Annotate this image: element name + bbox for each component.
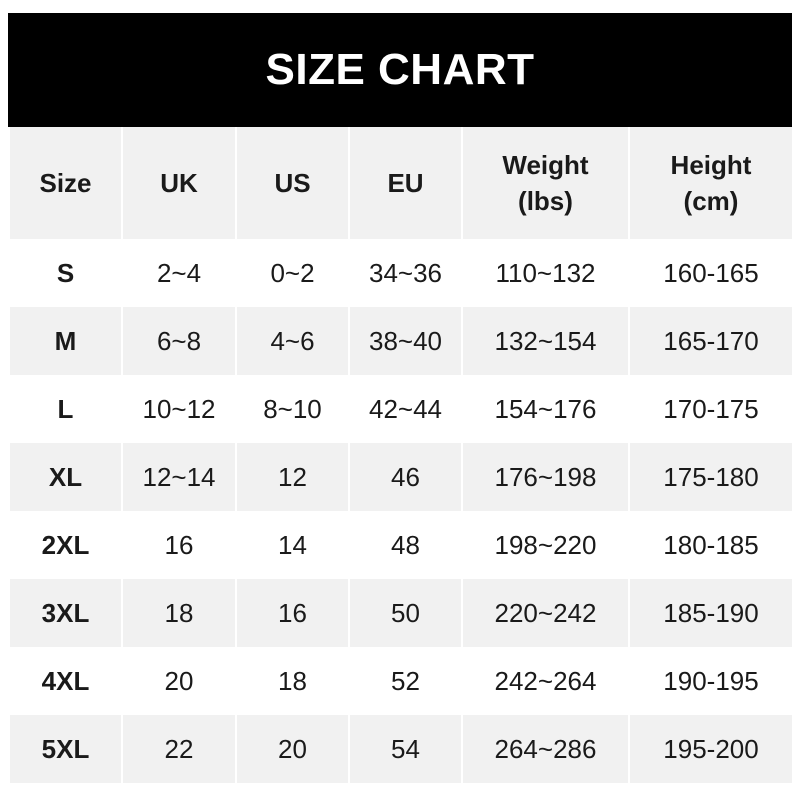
cell-weight: 220~242	[461, 579, 630, 647]
cell-us: 4~6	[235, 307, 350, 375]
table-row: 5XL 22 20 54 264~286 195-200	[8, 715, 794, 783]
cell-uk: 16	[121, 511, 237, 579]
header-height: Height (cm)	[628, 127, 794, 239]
table-row: M 6~8 4~6 38~40 132~154 165-170	[8, 307, 794, 375]
cell-weight: 264~286	[461, 715, 630, 783]
cell-size: L	[8, 375, 123, 443]
size-table: Size UK US EU Weight (lbs) Height (cm) S 2~4 0~2 3…	[8, 127, 794, 783]
header-weight-line: (lbs)	[518, 186, 573, 216]
cell-uk: 6~8	[121, 307, 237, 375]
cell-eu: 46	[348, 443, 463, 511]
cell-weight: 198~220	[461, 511, 630, 579]
header-weight-line: Weight	[502, 149, 589, 180]
cell-eu: 48	[348, 511, 463, 579]
cell-eu: 52	[348, 647, 463, 715]
cell-weight: 176~198	[461, 443, 630, 511]
header-us-line: US	[274, 167, 311, 198]
cell-eu: 42~44	[348, 375, 463, 443]
header-size: Size	[8, 127, 123, 239]
header-height-line: Height	[670, 149, 752, 180]
cell-weight: 242~264	[461, 647, 630, 715]
header-size-line: Size	[39, 167, 92, 198]
cell-size: XL	[8, 443, 123, 511]
cell-size: 5XL	[8, 715, 123, 783]
cell-uk: 2~4	[121, 239, 237, 307]
cell-eu: 50	[348, 579, 463, 647]
cell-us: 8~10	[235, 375, 350, 443]
cell-height: 165-170	[628, 307, 794, 375]
cell-size: 4XL	[8, 647, 123, 715]
chart-title: SIZE CHART	[8, 13, 792, 127]
cell-height: 185-190	[628, 579, 794, 647]
header-eu: EU	[348, 127, 463, 239]
header-height-line: (cm)	[683, 186, 739, 216]
table-row: 2XL 16 14 48 198~220 180-185	[8, 511, 794, 579]
header-us: US	[235, 127, 350, 239]
cell-us: 16	[235, 579, 350, 647]
table-row: 3XL 18 16 50 220~242 185-190	[8, 579, 794, 647]
cell-height: 180-185	[628, 511, 794, 579]
cell-height: 160-165	[628, 239, 794, 307]
table-row: 4XL 20 18 52 242~264 190-195	[8, 647, 794, 715]
cell-size: 3XL	[8, 579, 123, 647]
cell-height: 175-180	[628, 443, 794, 511]
table-row: S 2~4 0~2 34~36 110~132 160-165	[8, 239, 794, 307]
cell-uk: 18	[121, 579, 237, 647]
cell-size: M	[8, 307, 123, 375]
cell-uk: 22	[121, 715, 237, 783]
cell-size: 2XL	[8, 511, 123, 579]
cell-eu: 38~40	[348, 307, 463, 375]
header-weight: Weight (lbs)	[461, 127, 630, 239]
cell-uk: 10~12	[121, 375, 237, 443]
header-eu-line: EU	[387, 167, 424, 198]
cell-us: 12	[235, 443, 350, 511]
header-uk-line: UK	[160, 167, 198, 198]
table-row: XL 12~14 12 46 176~198 175-180	[8, 443, 794, 511]
cell-weight: 154~176	[461, 375, 630, 443]
cell-us: 18	[235, 647, 350, 715]
cell-us: 0~2	[235, 239, 350, 307]
size-chart: SIZE CHART Size UK US EU Weight (lbs) Height (c…	[8, 13, 794, 783]
cell-height: 195-200	[628, 715, 794, 783]
cell-us: 14	[235, 511, 350, 579]
table-row: L 10~12 8~10 42~44 154~176 170-175	[8, 375, 794, 443]
cell-us: 20	[235, 715, 350, 783]
cell-height: 170-175	[628, 375, 794, 443]
header-row: Size UK US EU Weight (lbs) Height (cm)	[8, 127, 794, 239]
cell-height: 190-195	[628, 647, 794, 715]
cell-size: S	[8, 239, 123, 307]
cell-weight: 110~132	[461, 239, 630, 307]
cell-weight: 132~154	[461, 307, 630, 375]
cell-eu: 34~36	[348, 239, 463, 307]
cell-uk: 20	[121, 647, 237, 715]
cell-uk: 12~14	[121, 443, 237, 511]
cell-eu: 54	[348, 715, 463, 783]
header-uk: UK	[121, 127, 237, 239]
